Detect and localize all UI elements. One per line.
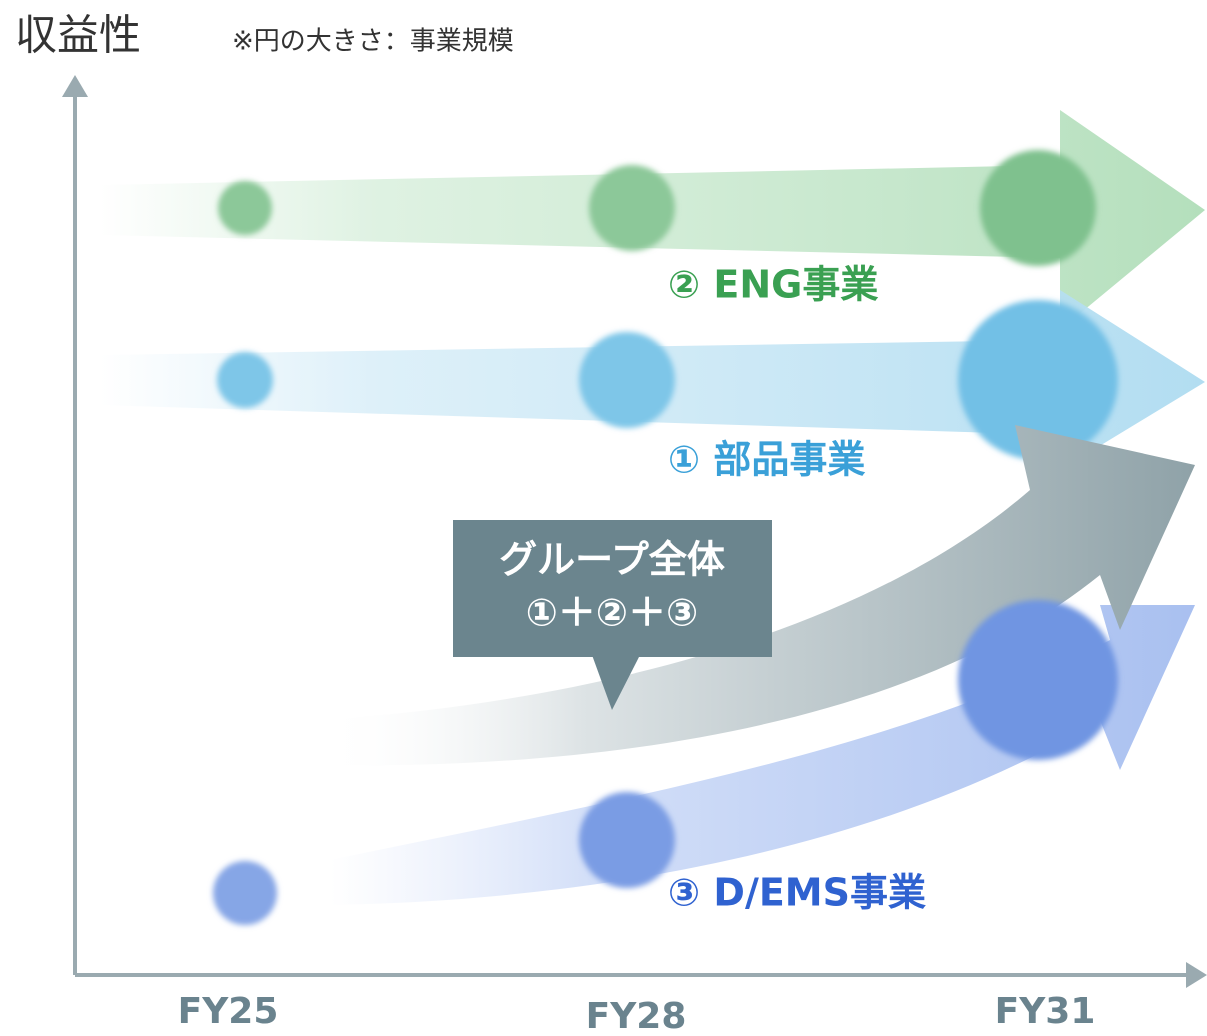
bubbles (213, 600, 1118, 925)
callout: グループ全体 ①＋②＋③ (453, 520, 772, 710)
bubble (213, 861, 277, 925)
x-label: FY25 (178, 991, 279, 1032)
bubble (589, 165, 675, 251)
business-label: ② ENG事業 (668, 263, 878, 307)
x-label: FY28 (586, 996, 687, 1036)
bubble (980, 150, 1096, 266)
bubble (217, 352, 273, 408)
x-label: FY31 (995, 991, 1096, 1032)
business-label: ③ D/EMS事業 (668, 871, 926, 915)
bubble (958, 600, 1118, 760)
bubble (218, 181, 272, 235)
y-axis-label: 収益性 (15, 11, 141, 60)
dems-arrow (330, 605, 1195, 905)
callout-line: グループ全体 (499, 538, 725, 582)
bubbles (217, 150, 1118, 460)
bubble (579, 792, 675, 888)
business-label: ① 部品事業 (668, 438, 865, 482)
note: ※円の大きさ：事業規模 (232, 27, 514, 57)
axes (62, 75, 1207, 988)
group-arrow (320, 425, 1195, 766)
bubble (958, 300, 1118, 460)
bubble (579, 332, 675, 428)
callout-line: ①＋②＋③ (526, 591, 699, 635)
